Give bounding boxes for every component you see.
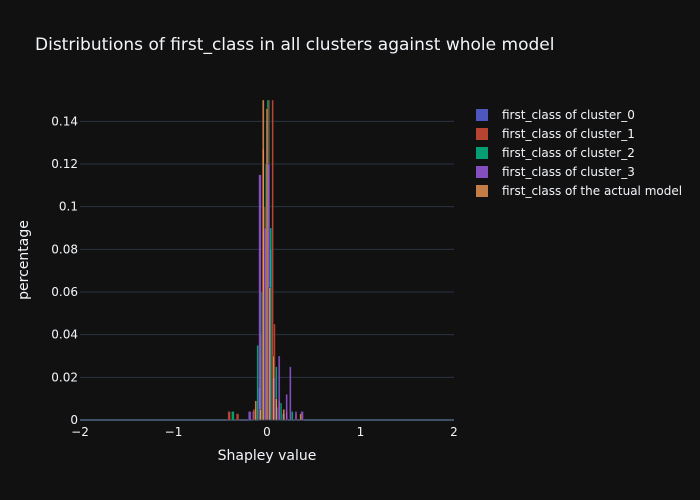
- legend-label: first_class of cluster_2: [502, 146, 635, 160]
- histogram-bar: [235, 413, 240, 421]
- x-tick-label: −2: [71, 425, 89, 439]
- histogram-bar: [294, 411, 298, 421]
- histogram-bar: [248, 411, 252, 421]
- legend-swatch: [476, 147, 488, 159]
- y-axis-title: percentage: [16, 220, 32, 300]
- y-tick-label: 0.14: [51, 114, 78, 128]
- histogram-bar: [268, 287, 271, 421]
- legend-item[interactable]: first_class of cluster_0: [476, 108, 635, 122]
- histogram-bar: [299, 413, 302, 421]
- y-tick-label: 0: [70, 413, 78, 427]
- y-tick-label: 0.02: [51, 370, 78, 384]
- histogram-bar: [256, 345, 259, 421]
- histogram-bar: [272, 355, 275, 421]
- legend-swatch: [476, 109, 488, 121]
- histogram-bar: [278, 355, 281, 421]
- histogram-bar: [285, 394, 288, 421]
- y-axis-ticks: 0 0.02 0.04 0.06 0.08 0.1 0.12 0.14: [51, 114, 78, 427]
- histogram-bar: [275, 398, 278, 421]
- histogram-bar: [254, 400, 257, 421]
- legend-label: first_class of cluster_3: [502, 165, 635, 179]
- plot-area: [227, 99, 304, 421]
- histogram-bar: [282, 409, 285, 421]
- y-tick-label: 0.1: [59, 200, 78, 214]
- y-tick-label: 0.08: [51, 242, 78, 256]
- x-axis-ticks: −2 −1 0 1 2: [71, 425, 458, 439]
- x-tick-label: 1: [357, 425, 365, 439]
- y-tick-label: 0.12: [51, 157, 78, 171]
- histogram-bar: [259, 409, 262, 421]
- legend-swatch: [476, 128, 488, 140]
- histogram-bar: [231, 411, 235, 421]
- histogram-bar: [227, 411, 231, 421]
- legend-label: first_class of cluster_0: [502, 108, 635, 122]
- chart-title: Distributions of first_class in all clus…: [35, 35, 554, 55]
- histogram-bar: [262, 99, 265, 421]
- histogram-bar: [291, 411, 294, 421]
- legend-swatch: [476, 185, 488, 197]
- legend-item[interactable]: first_class of the actual model: [476, 184, 682, 198]
- y-tick-label: 0.06: [51, 285, 78, 299]
- y-tick-label: 0.04: [51, 328, 78, 342]
- legend-swatch: [476, 166, 488, 178]
- series-4: [254, 99, 302, 421]
- x-axis-title: Shapley value: [218, 448, 317, 464]
- legend-label: first_class of cluster_1: [502, 127, 635, 141]
- histogram-bar: [279, 402, 283, 421]
- x-tick-label: −1: [165, 425, 183, 439]
- histogram-bar: [258, 174, 262, 421]
- legend-label: first_class of the actual model: [502, 184, 682, 198]
- histogram-bar: [265, 108, 269, 421]
- legend[interactable]: first_class of cluster_0 first_class of c…: [476, 108, 682, 198]
- legend-item[interactable]: first_class of cluster_1: [476, 127, 635, 141]
- x-tick-label: 2: [450, 425, 458, 439]
- legend-item[interactable]: first_class of cluster_2: [476, 146, 635, 160]
- histogram-bar: [289, 366, 292, 421]
- legend-item[interactable]: first_class of cluster_3: [476, 165, 635, 179]
- x-tick-label: 0: [263, 425, 271, 439]
